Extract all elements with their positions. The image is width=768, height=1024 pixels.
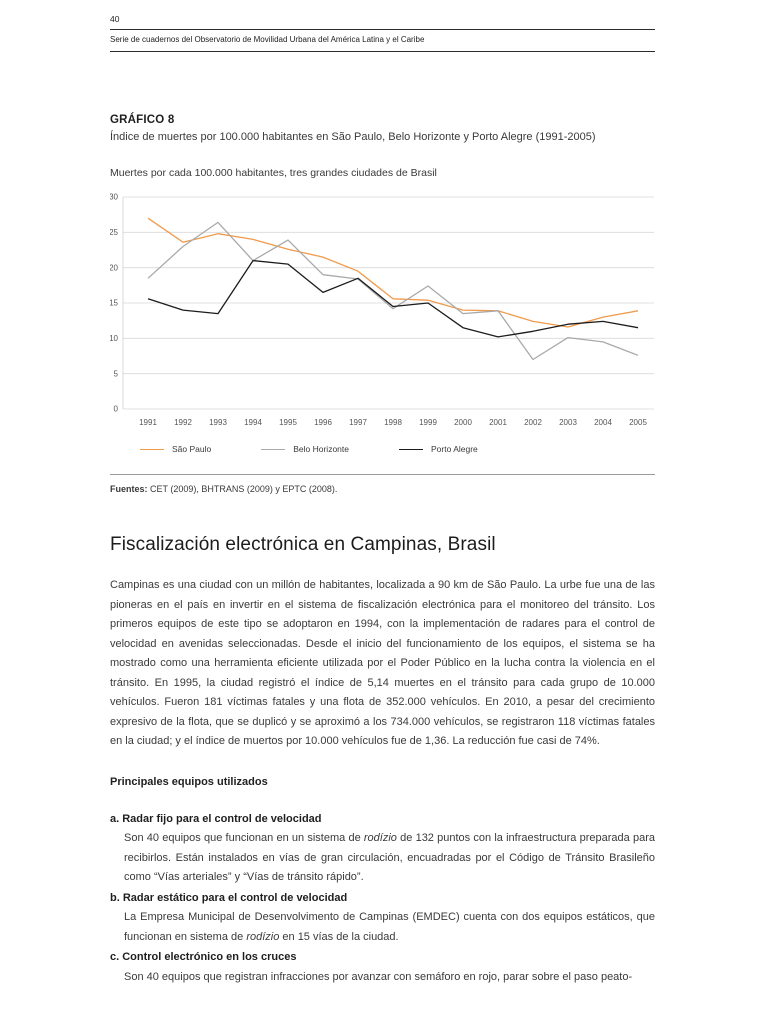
list-item-text-italic: rodízio	[246, 930, 280, 943]
list-item: a. Radar fijo para el control de velocid…	[110, 810, 655, 888]
svg-text:2005: 2005	[629, 418, 647, 427]
running-header: Serie de cuadernos del Observatorio de M…	[110, 35, 425, 44]
list-item-label: c. Control electrónico en los cruces	[110, 951, 297, 963]
sources-text: CET (2009), BHTRANS (2009) y EPTC (2008)…	[147, 484, 338, 494]
svg-text:5: 5	[114, 369, 119, 378]
svg-text:2004: 2004	[594, 418, 612, 427]
figure-label: GRÁFICO 8	[110, 114, 175, 126]
legend-label-belo-horizonte: Belo Horizonte	[293, 444, 349, 454]
sources-label: Fuentes:	[110, 484, 148, 494]
list-item-text-part: Son 40 equipos que funcionan en un siste…	[124, 832, 364, 844]
svg-text:20: 20	[110, 263, 119, 272]
list-item-text: Son 40 equipos que funcionan en un siste…	[124, 829, 655, 888]
legend-label-sao-paulo: São Paulo	[172, 444, 212, 454]
svg-text:30: 30	[110, 193, 119, 202]
chart-caption: Muertes por cada 100.000 habitantes, tre…	[110, 167, 437, 179]
subheading-equipos: Principales equipos utilizados	[110, 775, 268, 788]
svg-text:2003: 2003	[559, 418, 577, 427]
legend-item-porto-alegre: Porto Alegre	[399, 444, 478, 454]
figure-block: GRÁFICO 8 Índice de muertes por 100.000 …	[109, 114, 655, 494]
svg-text:10: 10	[110, 334, 119, 343]
divider-sources	[110, 474, 655, 475]
list-item-text-part: Son 40 equipos que registran infraccione…	[124, 970, 633, 983]
legend-line-swatch-belo-horizonte	[261, 448, 286, 450]
svg-text:1993: 1993	[209, 418, 227, 427]
svg-text:2001: 2001	[489, 418, 507, 427]
legend-line-swatch-sao-paulo	[140, 448, 164, 450]
list-item-text-part: La Empresa Municipal de Desenvolvimento …	[124, 911, 655, 943]
list-item-text-part: de 132 puntos con la infraestructura pre…	[124, 832, 655, 883]
page-number: 40	[110, 14, 120, 24]
figure-sources: Fuentes: CET (2009), BHTRANS (2009) y EP…	[110, 484, 655, 494]
svg-text:1994: 1994	[244, 418, 262, 427]
list-item-label: b. Radar estático para el control de vel…	[110, 891, 348, 904]
legend-label-porto-alegre: Porto Alegre	[431, 444, 478, 454]
list-item-label: a. Radar fijo para el control de velocid…	[110, 812, 322, 825]
svg-text:1992: 1992	[174, 418, 192, 427]
chart-area: 0 5 10 15 20 25 30 1991 1992 1993 1994 1995 1996 1997…	[109, 191, 655, 436]
svg-text:15: 15	[110, 299, 119, 308]
chart-legend: São Paulo Belo Horizonte Porto Alegre	[110, 444, 655, 454]
list-item-text: La Empresa Municipal de Desenvolvimento …	[124, 908, 655, 947]
list-item-text-part: en 15 vías de la ciudad.	[279, 930, 399, 943]
legend-item-sao-paulo: São Paulo	[140, 444, 211, 454]
legend-line-swatch-porto-alegre	[399, 448, 423, 450]
divider-top	[110, 29, 655, 30]
list-item: c. Control electrónico en los cruces Son…	[110, 948, 655, 987]
figure-title: Índice de muertes por 100.000 habitantes…	[110, 131, 596, 143]
svg-text:25: 25	[110, 228, 119, 237]
svg-text:1991: 1991	[139, 418, 157, 427]
svg-text:1996: 1996	[314, 418, 332, 427]
section-title: Fiscalización electrónica en Campinas, B…	[110, 534, 496, 555]
svg-text:2002: 2002	[524, 418, 542, 427]
line-chart: 0 5 10 15 20 25 30 1991 1992 1993 1994 1995 1996 1997…	[109, 193, 654, 427]
list-item: b. Radar estático para el control de vel…	[110, 889, 655, 948]
svg-text:1998: 1998	[384, 418, 402, 427]
legend-item-belo-horizonte: Belo Horizonte	[261, 444, 349, 454]
svg-text:1999: 1999	[419, 418, 437, 427]
svg-text:1995: 1995	[279, 418, 297, 427]
list-item-text-italic: rodízio	[363, 832, 397, 844]
divider-header	[110, 51, 655, 52]
list-item-text: Son 40 equipos que registran infraccione…	[124, 968, 655, 988]
svg-text:2000: 2000	[454, 418, 472, 427]
svg-text:0: 0	[114, 405, 119, 414]
svg-text:1997: 1997	[349, 418, 367, 427]
body-paragraph: Campinas es una ciudad con un millón de …	[110, 579, 655, 747]
equipment-list: a. Radar fijo para el control de velocid…	[110, 810, 655, 988]
